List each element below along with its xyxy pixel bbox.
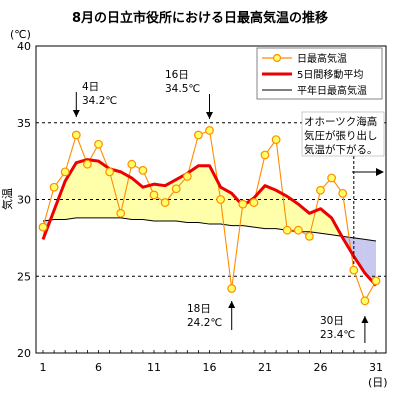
- weather-note-arrow-head: [376, 168, 384, 176]
- daily-point: [282, 225, 292, 235]
- y-tick-label: 20: [17, 347, 31, 360]
- annotation-d16-temp: 34.5℃: [165, 83, 200, 95]
- fill-between-segment: [120, 171, 132, 220]
- x-tick-label: 16: [203, 361, 217, 374]
- daily-point: [38, 222, 48, 232]
- x-tick-label: 11: [147, 361, 161, 374]
- annotation-d18-arrow-head: [228, 301, 236, 308]
- annotation-d4-temp: 34.2℃: [82, 95, 117, 107]
- weather-note-line-2: 気圧が張り出し: [304, 129, 378, 142]
- daily-point: [138, 165, 148, 175]
- daily-point: [182, 172, 192, 181]
- x-tick-label: 21: [258, 361, 272, 374]
- daily-point: [160, 198, 170, 207]
- daily-point: [249, 198, 259, 207]
- y-axis-label: 気温: [0, 188, 14, 210]
- y-tick-label: 35: [17, 117, 31, 130]
- fill-between-segment: [287, 196, 299, 232]
- weather-note-line-3: 気温が下がる。: [304, 143, 378, 156]
- weather-note-line-1: オホーツク海高: [304, 115, 377, 128]
- y-tick-label: 30: [17, 194, 31, 207]
- fill-between-segment: [209, 165, 221, 225]
- annotation-d4-day: 4日: [82, 81, 99, 93]
- fill-between-segment: [353, 237, 365, 274]
- daily-point: [305, 231, 314, 241]
- x-tick-label: 31: [369, 361, 383, 374]
- daily-point: [260, 150, 270, 160]
- daily-point: [349, 265, 359, 275]
- daily-point: [371, 276, 381, 286]
- annotation-d16-arrow-head: [206, 112, 213, 119]
- x-tick-label: 1: [40, 361, 47, 374]
- fill-between-segment: [364, 239, 376, 286]
- fill-between-segment: [76, 159, 88, 218]
- daily-point: [316, 185, 325, 195]
- fill-between-segment: [176, 173, 188, 223]
- legend-label-daily: 日最高気温: [297, 52, 347, 65]
- x-tick-label: 6: [95, 361, 102, 374]
- x-axis-unit: (日): [368, 376, 388, 389]
- annotation-d4-arrow-head: [72, 110, 80, 117]
- fill-between-segment: [276, 190, 288, 231]
- legend-label-normal: 平年日最高気温: [297, 84, 367, 97]
- y-tick-label: 25: [17, 270, 31, 283]
- daily-point: [94, 139, 103, 149]
- series-line-normal: [42, 217, 377, 242]
- annotation-d30-day: 30日: [320, 315, 344, 327]
- daily-point: [205, 126, 214, 135]
- daily-point: [149, 190, 159, 200]
- legend-item-daily: 日最高気温: [262, 52, 347, 65]
- fill-between-segment: [87, 159, 99, 218]
- series-line-moving-avg: [41, 158, 378, 287]
- annotation-d16-day: 16日: [165, 69, 189, 81]
- daily-point: [227, 284, 237, 293]
- daily-point: [82, 159, 92, 169]
- daily-point: [238, 199, 248, 209]
- annotation-d30-temp: 23.4℃: [320, 329, 355, 341]
- x-tick-label: 26: [314, 361, 328, 374]
- fill-between-segment: [187, 165, 199, 223]
- weather-note: オホーツク海高 気圧が張り出し 気温が下がる。: [301, 111, 385, 157]
- fill-between-segment: [131, 178, 143, 220]
- fill-between-segment: [265, 185, 277, 229]
- daily-point: [49, 182, 59, 192]
- fill-between-segment: [98, 161, 110, 218]
- fill-between-segment: [320, 208, 332, 235]
- daily-point: [105, 167, 114, 177]
- annotation-d18-day: 18日: [187, 303, 211, 315]
- legend-label-moving-avg: 5日間移動平均: [297, 68, 363, 81]
- fill-between-segment: [231, 193, 243, 226]
- chart-title: 8月の日立市役所における日最高気温の推移: [72, 10, 328, 26]
- daily-point: [71, 130, 81, 140]
- daily-point: [327, 173, 337, 183]
- y-axis-unit: (℃): [10, 28, 31, 41]
- fill-between-segment: [142, 184, 154, 221]
- annotation-d30-arrow-head: [361, 316, 369, 323]
- daily-point: [216, 195, 226, 204]
- weather-note-box: [301, 111, 385, 157]
- daily-point: [360, 296, 370, 306]
- y-tick-label: 40: [17, 40, 31, 53]
- daily-point: [338, 188, 348, 198]
- annotation-d18-temp: 24.2℃: [187, 317, 222, 329]
- daily-point: [127, 159, 137, 169]
- daily-point: [60, 167, 70, 177]
- daily-point: [193, 130, 203, 140]
- daily-point: [293, 225, 303, 235]
- fill-between-segment: [198, 165, 210, 225]
- daily-point: [116, 208, 126, 218]
- legend-item-moving-avg: 5日間移動平均: [262, 68, 363, 81]
- daily-point: [171, 184, 181, 194]
- fill-between-segment: [298, 204, 310, 232]
- legend: 日最高気温 5日間移動平均 平年日最高気温: [256, 47, 383, 100]
- plot-frame: [35, 45, 387, 354]
- legend-item-normal: 平年日最高気温: [262, 84, 367, 97]
- daily-point: [271, 135, 281, 145]
- legend-swatch-daily-marker: [272, 53, 282, 63]
